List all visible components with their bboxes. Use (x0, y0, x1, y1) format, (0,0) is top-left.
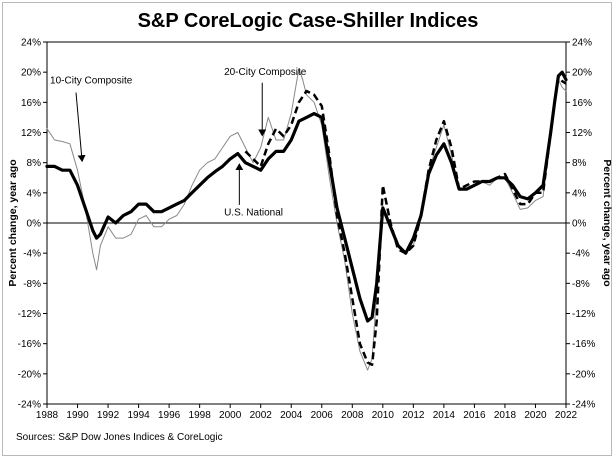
y-tick-label-left: -20% (18, 369, 41, 380)
x-tick-label: 2018 (494, 410, 517, 421)
y-tick-label-left: 0% (27, 219, 42, 230)
y-tick-label-right: 16% (572, 98, 592, 109)
y-tick-label-right: 24% (572, 38, 592, 49)
x-tick-label: 1988 (36, 410, 59, 421)
y-tick-label-right: -8% (572, 279, 590, 290)
y-tick-label-right: -20% (572, 369, 595, 380)
y-axis-title-left: Percent change, year ago (7, 159, 19, 286)
axes: 24% 24% 20% 20% 16% 16% 12% 12% 8% 8% 4% 4% 0% 0% -4% -… (7, 38, 613, 422)
y-tick-label-left: -8% (23, 279, 41, 290)
x-tick-label: 2012 (402, 410, 425, 421)
y-tick-label-right: -16% (572, 339, 595, 350)
x-tick-label: 2004 (280, 410, 303, 421)
y-tick-label-left: 24% (21, 38, 41, 49)
y-tick-label-left: 4% (27, 188, 42, 199)
y-tick-label-left: -4% (23, 249, 41, 260)
series-line-10-city-composite (46, 67, 567, 371)
annotation-label-10-city-composite: 10-City Composite (50, 75, 133, 86)
x-tick-label: 2020 (524, 410, 547, 421)
x-tick-label: 1990 (66, 410, 89, 421)
x-tick-label: 2000 (219, 410, 242, 421)
y-tick-label-left: 12% (21, 128, 41, 139)
source-note: Sources: S&P Dow Jones Indices & CoreLog… (16, 432, 223, 443)
y-tick-label-left: -12% (18, 309, 41, 320)
x-tick-label: 2014 (433, 410, 456, 421)
annotation-label-20-city-composite: 20-City Composite (224, 67, 307, 78)
chart-title: S&P CoreLogic Case-Shiller Indices (137, 10, 479, 32)
y-tick-label-left: -16% (18, 339, 41, 350)
series-line-u-s-national (45, 70, 568, 323)
y-tick-label-right: -4% (572, 249, 590, 260)
x-tick-label: 2006 (311, 410, 334, 421)
y-tick-label-left: 20% (21, 68, 41, 79)
x-tick-label: 1998 (189, 410, 212, 421)
x-tick-label: 2016 (463, 410, 486, 421)
series-line-20-city-composite (244, 74, 567, 367)
x-tick-label: 2002 (250, 410, 273, 421)
y-tick-label-left: 16% (21, 98, 41, 109)
y-tick-label-right: -24% (572, 400, 595, 411)
y-tick-label-right: 4% (572, 188, 587, 199)
y-tick-label-right: 12% (572, 128, 592, 139)
y-tick-label-right: 0% (572, 219, 587, 230)
y-axis-title-right: Percent change, year ago (601, 159, 613, 286)
x-tick-label: 2010 (372, 410, 395, 421)
y-tick-label-right: 8% (572, 158, 587, 169)
annotation-layer: 10-City Composite 20-City Composite U.S. N… (50, 67, 307, 218)
x-tick-label: 1992 (97, 410, 120, 421)
series-layer (45, 67, 568, 371)
annotation-label-u-s-national: U.S. National (224, 207, 283, 218)
y-tick-label-left: -24% (18, 400, 41, 411)
x-tick-label: 1996 (158, 410, 181, 421)
y-tick-label-right: 20% (572, 68, 592, 79)
x-tick-label: 2022 (555, 410, 578, 421)
y-tick-label-right: -12% (572, 309, 595, 320)
y-tick-label-left: 8% (27, 158, 42, 169)
x-tick-label: 1994 (127, 410, 150, 421)
x-tick-label: 2008 (341, 410, 364, 421)
annotation-arrow-10-city-composite (75, 92, 86, 163)
